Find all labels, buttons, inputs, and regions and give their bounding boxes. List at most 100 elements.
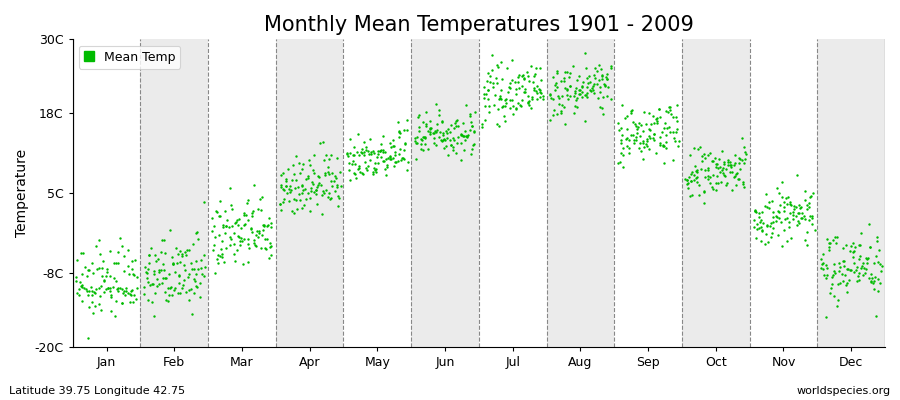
Point <box>771 209 786 215</box>
Point <box>463 111 477 117</box>
Point <box>92 301 106 307</box>
Legend: Mean Temp: Mean Temp <box>79 46 181 68</box>
Point <box>728 152 742 158</box>
Point <box>683 177 698 184</box>
Point <box>325 183 339 189</box>
Point <box>392 129 407 135</box>
Point <box>230 217 244 223</box>
Point <box>461 132 475 138</box>
Point <box>533 87 547 94</box>
Point <box>782 219 796 226</box>
Point <box>550 70 564 76</box>
Point <box>363 157 377 164</box>
Point <box>558 120 572 127</box>
Point <box>711 165 725 171</box>
Point <box>417 134 431 140</box>
Point <box>531 86 545 92</box>
Point <box>690 179 705 185</box>
Point <box>570 77 584 84</box>
Point <box>86 270 101 276</box>
Point <box>652 114 667 120</box>
Point <box>217 259 231 265</box>
Point <box>170 250 184 257</box>
Point <box>552 101 566 107</box>
Point <box>158 250 173 256</box>
Point <box>568 102 582 109</box>
Point <box>581 73 596 80</box>
Point <box>769 218 783 225</box>
Point <box>165 292 179 298</box>
Point <box>446 144 460 150</box>
Point <box>223 241 238 248</box>
Point <box>789 222 804 228</box>
Point <box>762 199 777 205</box>
Point <box>322 171 337 178</box>
Point <box>229 219 243 225</box>
Point <box>130 274 145 280</box>
Point <box>530 83 544 89</box>
Point <box>388 149 402 156</box>
Point <box>839 242 853 248</box>
Point <box>560 86 574 93</box>
Point <box>826 272 841 278</box>
Point <box>850 278 864 284</box>
Point <box>398 139 412 146</box>
Point <box>853 253 868 260</box>
Point <box>315 192 329 198</box>
Point <box>628 137 643 143</box>
Point <box>162 292 176 298</box>
Point <box>465 123 480 129</box>
Point <box>317 157 331 164</box>
Point <box>81 266 95 273</box>
Point <box>69 278 84 284</box>
Point <box>183 271 197 278</box>
Point <box>383 144 398 150</box>
Point <box>346 144 361 150</box>
Point <box>112 235 127 241</box>
Point <box>212 198 227 204</box>
Point <box>277 186 292 193</box>
Point <box>118 292 132 298</box>
Point <box>218 230 232 236</box>
Point <box>409 156 423 162</box>
Point <box>662 104 676 110</box>
Point <box>237 222 251 229</box>
Point <box>746 224 760 230</box>
Point <box>827 270 842 276</box>
Point <box>436 132 450 138</box>
Point <box>288 176 302 183</box>
Point <box>685 191 699 198</box>
Point <box>303 194 318 201</box>
Point <box>235 238 249 245</box>
Point <box>755 228 770 234</box>
Point <box>496 103 510 109</box>
Point <box>150 256 165 262</box>
Point <box>460 133 474 139</box>
Point <box>719 182 733 188</box>
Point <box>324 152 338 158</box>
Point <box>501 84 516 90</box>
Point <box>733 166 747 172</box>
Point <box>619 136 634 142</box>
Point <box>721 162 735 168</box>
Point <box>278 178 293 184</box>
Point <box>295 160 310 167</box>
Point <box>604 63 618 70</box>
Point <box>236 261 250 268</box>
Point <box>662 109 676 115</box>
Point <box>508 86 523 92</box>
Point <box>419 108 434 115</box>
Point <box>301 173 315 180</box>
Point <box>836 245 850 252</box>
Point <box>451 134 465 141</box>
Point <box>479 91 493 97</box>
Point <box>373 147 387 154</box>
Point <box>518 89 532 96</box>
Point <box>175 251 189 258</box>
Point <box>797 196 812 203</box>
Point <box>194 265 208 271</box>
Point <box>447 136 462 143</box>
Point <box>822 244 836 250</box>
Point <box>460 134 474 140</box>
Point <box>262 254 276 261</box>
